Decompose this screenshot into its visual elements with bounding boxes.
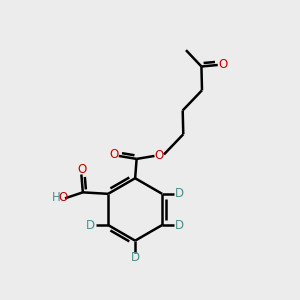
Text: O: O (58, 191, 67, 204)
Text: H: H (52, 191, 61, 204)
Text: O: O (154, 148, 164, 162)
Text: O: O (77, 163, 87, 176)
Text: O: O (110, 148, 119, 161)
Text: D: D (86, 218, 95, 232)
Text: D: D (175, 187, 184, 200)
Text: D: D (130, 251, 140, 264)
Text: O: O (218, 58, 228, 70)
Text: D: D (175, 218, 184, 232)
